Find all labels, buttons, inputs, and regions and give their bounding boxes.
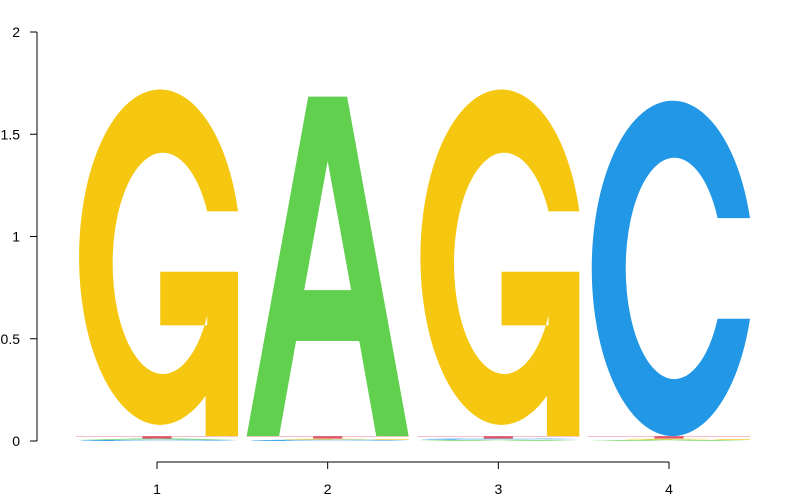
letter-A-pos2 xyxy=(246,96,409,437)
x-axis: 1 2 3 4 xyxy=(153,461,673,497)
letter-C-pos2 xyxy=(250,439,409,441)
letter-A-pos1 xyxy=(76,438,238,440)
y-tick-label: 0.5 xyxy=(1,331,21,347)
letter-A-pos3 xyxy=(417,439,580,441)
y-tick-label: 1 xyxy=(12,229,20,245)
y-axis: 0 0.5 1 1.5 2 xyxy=(1,24,38,449)
letter-G-pos3 xyxy=(420,89,580,437)
letter-G-pos1 xyxy=(79,89,238,437)
letter-G-pos4 xyxy=(624,438,751,440)
letter-C-pos1 xyxy=(79,439,238,441)
letter-stacks xyxy=(76,89,751,441)
letter-T-pos4 xyxy=(588,436,751,439)
letter-G-pos2 xyxy=(283,438,409,440)
letter-A-pos4 xyxy=(588,439,751,441)
letter-C-pos3 xyxy=(421,438,580,440)
x-tick-label: 3 xyxy=(494,481,502,497)
x-tick-label: 2 xyxy=(324,481,332,497)
letter-T-pos3 xyxy=(417,436,580,439)
letter-T-pos2 xyxy=(246,436,409,439)
letter-T-pos1 xyxy=(76,436,238,439)
letter-C-pos4 xyxy=(591,100,751,437)
y-tick-label: 1.5 xyxy=(1,126,21,142)
y-tick-label: 0 xyxy=(12,433,20,449)
x-tick-label: 1 xyxy=(153,481,161,497)
x-tick-label: 4 xyxy=(665,481,673,497)
y-tick-label: 2 xyxy=(12,24,20,40)
